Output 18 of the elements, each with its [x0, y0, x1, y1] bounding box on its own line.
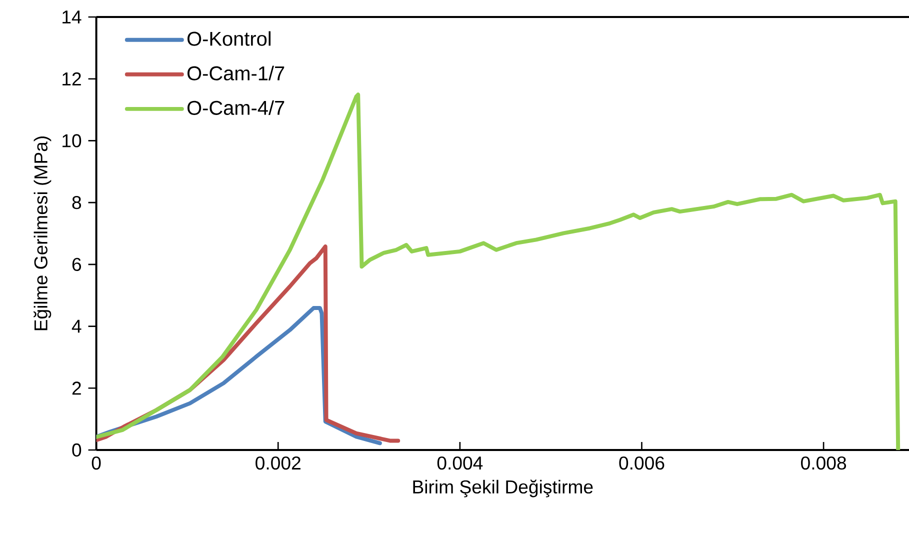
y-tick-label: 10 [62, 134, 82, 148]
legend-label: O-Cam-1/7 [188, 66, 284, 80]
x-tick-label: 0.004 [437, 456, 483, 470]
x-tick-label: 0 [92, 456, 101, 470]
y-tick-label: 6 [72, 258, 82, 272]
y-tick-label: 4 [72, 320, 82, 333]
y-tick-label: 8 [72, 196, 82, 210]
x-tick-label: 0.002 [256, 456, 300, 470]
y-tick-label: 2 [72, 382, 81, 395]
legend-label: O-Kontrol [188, 31, 270, 46]
x-axis-title: Birim Şekil Değiştirme [413, 480, 593, 498]
y-tick-label: 14 [62, 10, 82, 24]
legend-label: O-Cam-4/7 [188, 100, 284, 115]
y-axis-title: Eğilme Gerilmesi (MPa) [34, 136, 52, 330]
y-tick-label: 0 [72, 443, 82, 457]
x-tick-label: 0.006 [619, 456, 664, 470]
x-tick-label: 0.008 [801, 456, 846, 470]
y-tick-label: 12 [62, 72, 81, 86]
